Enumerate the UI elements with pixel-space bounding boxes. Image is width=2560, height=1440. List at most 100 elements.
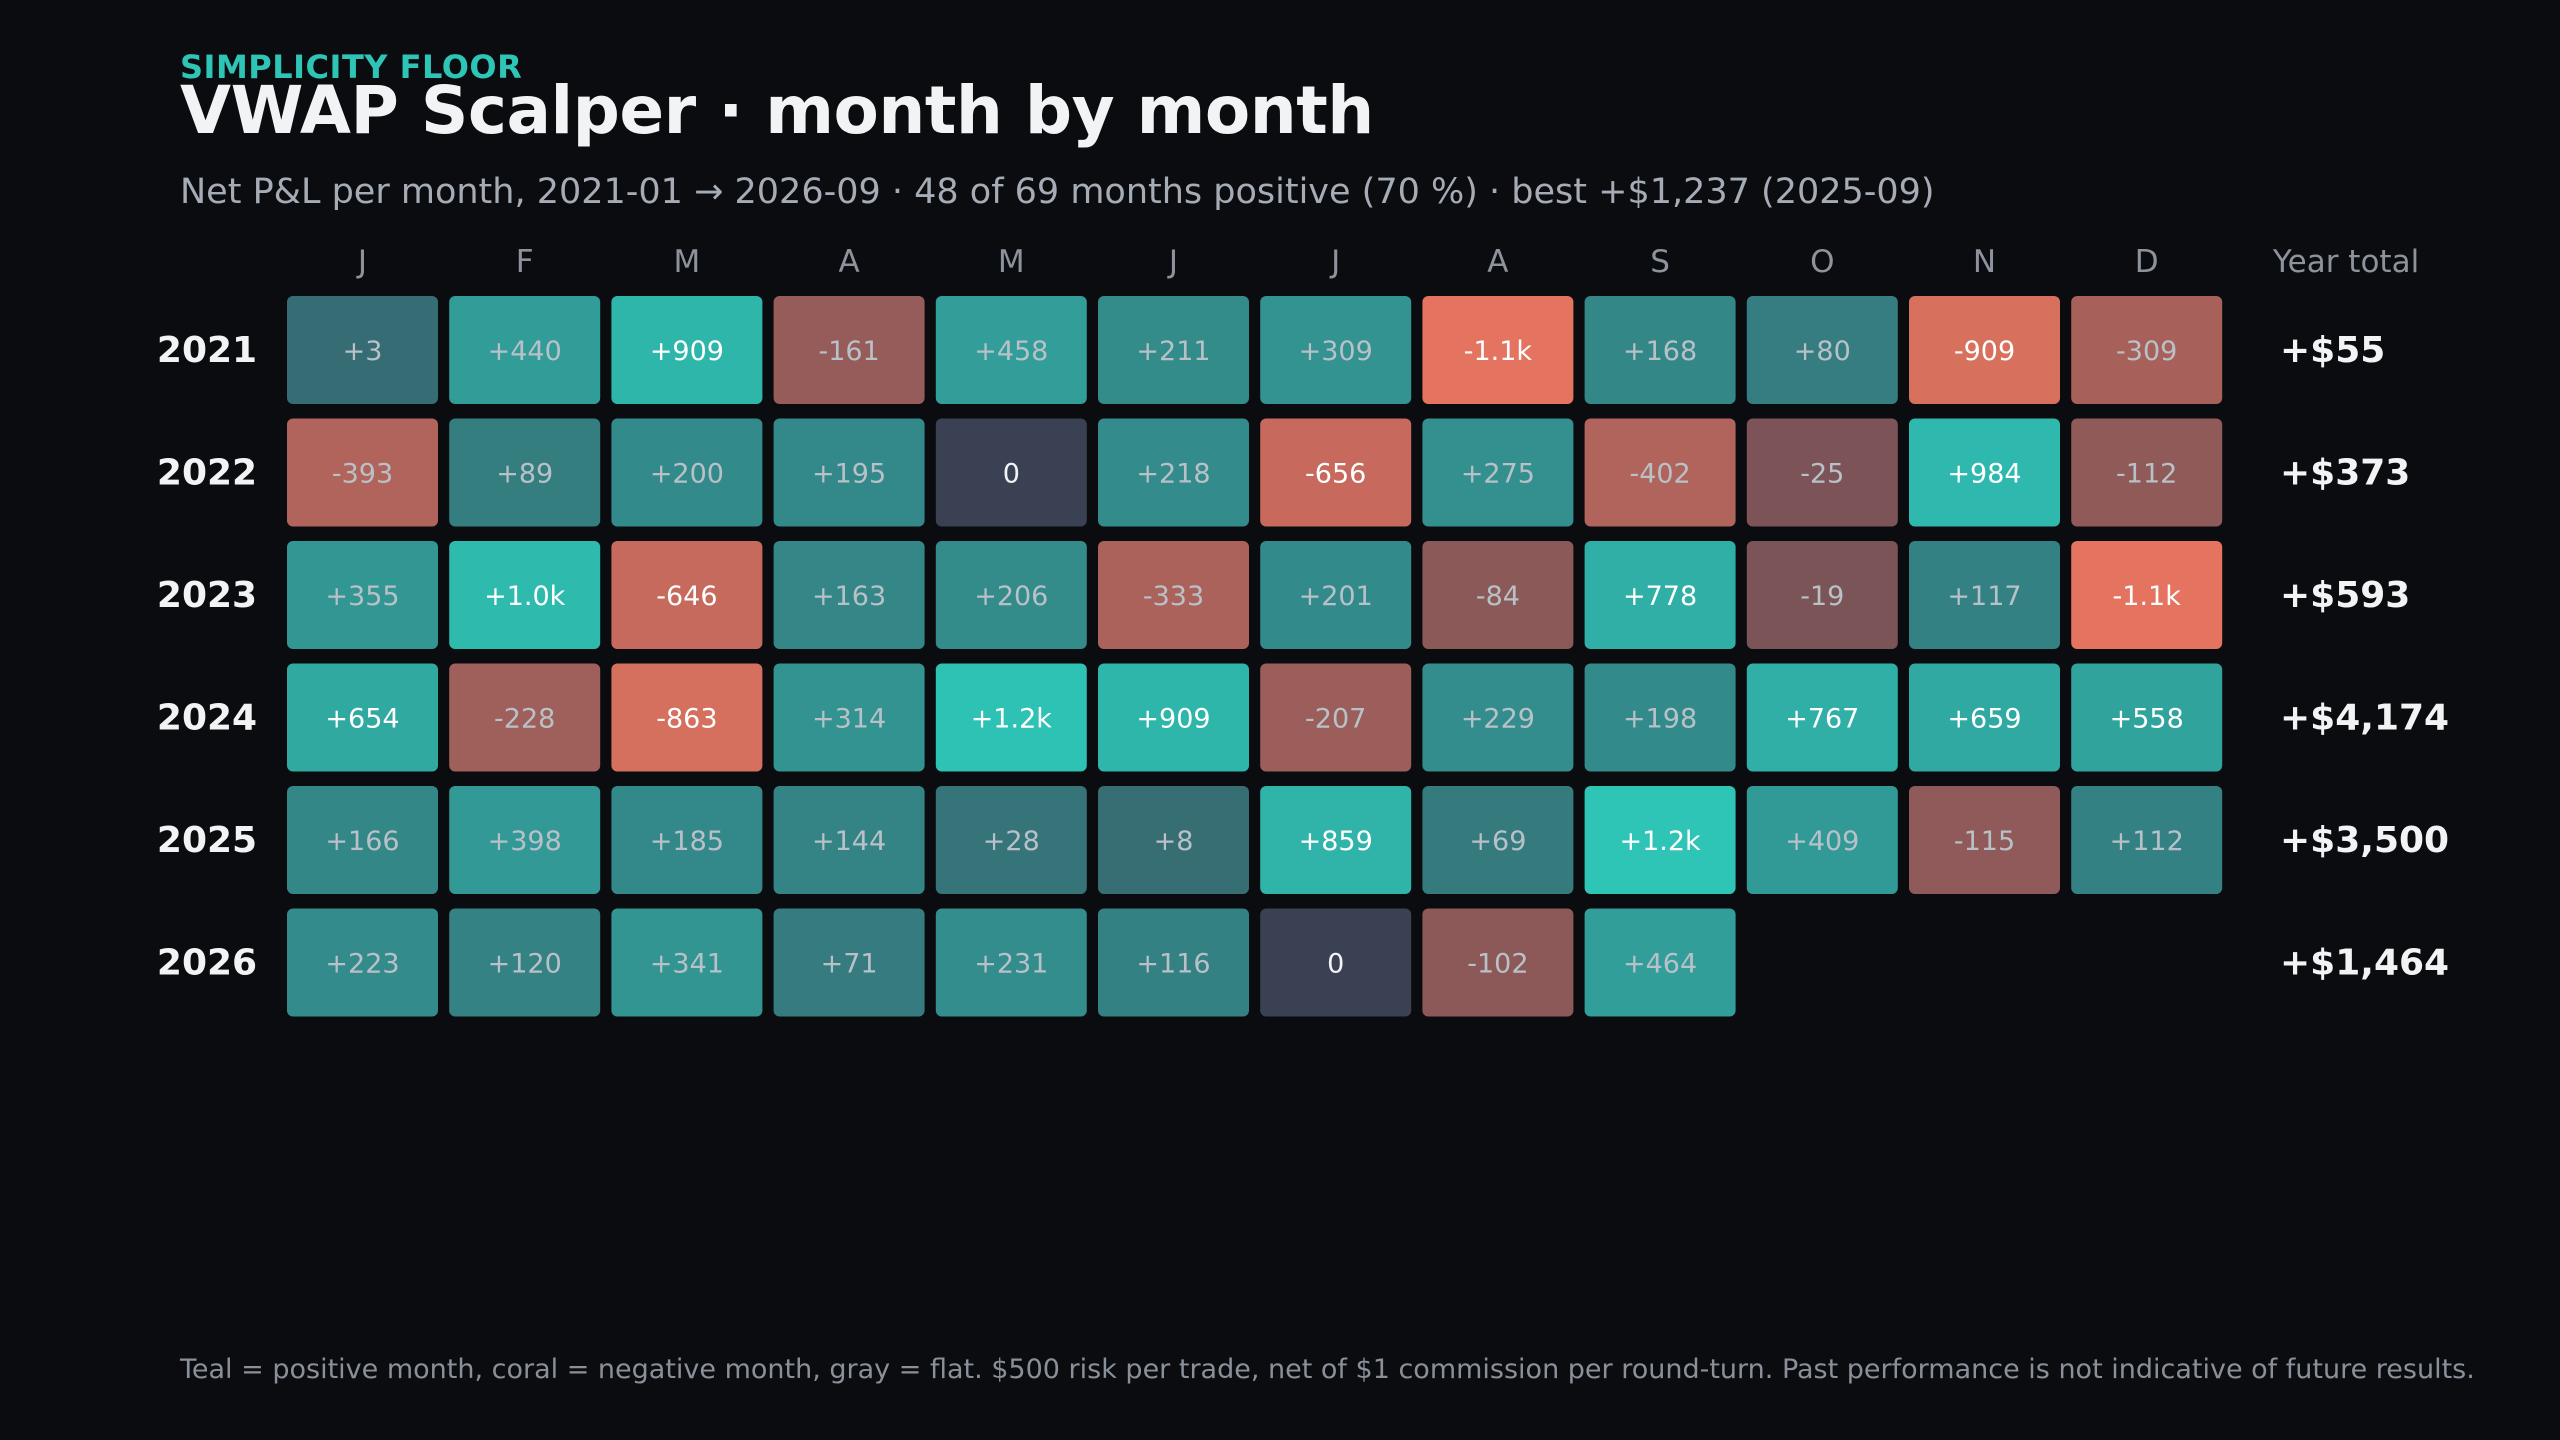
heatmap-cell xyxy=(287,296,438,404)
year-total-header: Year total xyxy=(2272,244,2419,280)
footnote: Teal = positive month, coral = negative … xyxy=(180,1354,2475,1385)
heatmap-cell xyxy=(449,663,601,772)
heatmap-cell xyxy=(1746,541,1898,649)
cell-value-label: +168 xyxy=(1623,336,1697,367)
heatmap-cell xyxy=(1422,786,1574,894)
cell-value-label: -84 xyxy=(1476,581,1520,612)
cell-value-label: +984 xyxy=(1947,459,2021,490)
cell-value-label: +558 xyxy=(2110,704,2184,735)
heatmap-cell xyxy=(1098,786,1249,894)
month-header: M xyxy=(674,244,701,280)
cell-value-label: +144 xyxy=(812,826,886,857)
year-total-value: +$4,174 xyxy=(2280,698,2449,739)
cell-value-label: +440 xyxy=(488,336,562,367)
page-subtitle: Net P&L per month, 2021-01 → 2026-09 · 4… xyxy=(180,172,1935,212)
cell-value-label: +71 xyxy=(821,949,878,980)
cell-value-label: +8 xyxy=(1154,826,1194,857)
year-total-value: +$593 xyxy=(2280,575,2410,616)
cell-value-label: -863 xyxy=(656,704,717,735)
heatmap-cell xyxy=(1584,541,1736,649)
year-label: 2024 xyxy=(157,698,257,739)
heatmap-cell xyxy=(773,786,925,894)
heatmap-cell xyxy=(1584,296,1736,404)
cell-value-label: +80 xyxy=(1794,336,1851,367)
heatmap-cell xyxy=(2071,296,2223,404)
cell-value-label: -309 xyxy=(2116,336,2177,367)
monthly-pnl-heatmap: J F M A M J J A S O N D Year total 2021 +3 +440 +909 -161… xyxy=(157,244,2449,1017)
heatmap-cell xyxy=(2071,663,2223,772)
heatmap-cell xyxy=(1584,418,1736,527)
cell-value-label: +89 xyxy=(496,459,553,490)
month-header: A xyxy=(838,244,859,280)
cell-value-label: -228 xyxy=(494,704,555,735)
month-header: N xyxy=(1973,244,1996,280)
cell-value-label: +275 xyxy=(1461,459,1535,490)
heatmap-cell xyxy=(287,908,438,1017)
heatmap-cell xyxy=(287,418,438,527)
heatmap-cell xyxy=(449,541,601,649)
cell-value-label: +229 xyxy=(1461,704,1535,735)
heatmap-cell xyxy=(935,663,1087,772)
heatmap-cell xyxy=(1909,663,2060,772)
heatmap-cell xyxy=(1422,418,1574,527)
month-header: J xyxy=(356,244,367,280)
cell-value-label: 0 xyxy=(1003,459,1020,490)
heatmap-cell xyxy=(773,418,925,527)
year-label: 2021 xyxy=(157,330,257,371)
cell-value-label: +223 xyxy=(325,949,399,980)
heatmap-cell xyxy=(1260,418,1412,527)
month-header: A xyxy=(1487,244,1508,280)
year-label: 2022 xyxy=(157,453,257,494)
heatmap-cell xyxy=(611,908,763,1017)
heatmap-cell xyxy=(1584,908,1736,1017)
cell-value-label: -25 xyxy=(1800,459,1844,490)
cell-value-label: 0 xyxy=(1327,949,1344,980)
month-header: M xyxy=(998,244,1025,280)
heatmap-cell xyxy=(1909,296,2060,404)
heatmap-cell xyxy=(1584,786,1736,894)
cell-value-label: -393 xyxy=(332,459,393,490)
month-header: D xyxy=(2135,244,2159,280)
page-title: VWAP Scalper · month by month xyxy=(180,72,1374,149)
heatmap-cell xyxy=(2071,418,2223,527)
heatmap-cell xyxy=(287,663,438,772)
heatmap-cell xyxy=(1098,296,1249,404)
heatmap-cell xyxy=(287,541,438,649)
cell-value-label: -646 xyxy=(656,581,717,612)
month-header: J xyxy=(1329,244,1340,280)
cell-value-label: +120 xyxy=(488,949,562,980)
cell-value-label: -909 xyxy=(1954,336,2015,367)
cell-value-label: +163 xyxy=(812,581,886,612)
year-label: 2025 xyxy=(157,820,257,861)
cell-value-label: -115 xyxy=(1954,826,2015,857)
cell-value-label: +231 xyxy=(974,949,1048,980)
heatmap-cell xyxy=(611,541,763,649)
heatmap-cell xyxy=(1098,663,1249,772)
heatmap-cell xyxy=(449,786,601,894)
cell-value-label: -112 xyxy=(2116,459,2177,490)
heatmap-cell xyxy=(773,541,925,649)
heatmap-cell xyxy=(1260,663,1412,772)
cell-value-label: +206 xyxy=(974,581,1048,612)
heatmap-cell xyxy=(935,786,1087,894)
cell-value-label: +116 xyxy=(1136,949,1210,980)
cell-value-label: +1.2k xyxy=(1619,826,1701,857)
cell-value-label: +218 xyxy=(1136,459,1210,490)
cell-value-label: +398 xyxy=(488,826,562,857)
cell-value-label: +659 xyxy=(1947,704,2021,735)
month-header: S xyxy=(1650,244,1670,280)
cell-value-label: +654 xyxy=(325,704,399,735)
cell-value-label: +112 xyxy=(2110,826,2184,857)
cell-value-label: +211 xyxy=(1136,336,1210,367)
cell-value-label: +1.2k xyxy=(971,704,1053,735)
heatmap-cell xyxy=(449,296,601,404)
cell-value-label: +1.0k xyxy=(484,581,566,612)
heatmap-cell xyxy=(1909,418,2060,527)
heatmap-cell xyxy=(935,418,1087,527)
heatmap-cell xyxy=(611,418,763,527)
heatmap-cell xyxy=(773,296,925,404)
cell-value-label: +464 xyxy=(1623,949,1697,980)
cell-value-label: +778 xyxy=(1623,581,1697,612)
cell-value-label: +909 xyxy=(1136,704,1210,735)
cell-value-label: +909 xyxy=(650,336,724,367)
